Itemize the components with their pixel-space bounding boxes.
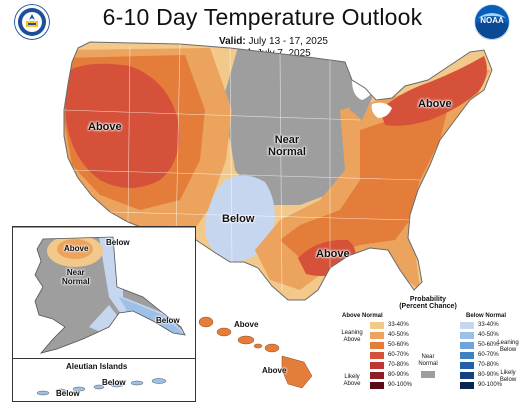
legend-above-bin-label: 60-70%: [388, 352, 409, 358]
page-title: 6-10 Day Temperature Outlook: [102, 4, 423, 30]
legend-above-swatch: [370, 332, 384, 339]
legend-below-bin-label: 50-60%: [478, 342, 499, 348]
issued-date: July 7, 2025: [256, 48, 311, 59]
legend-leaning-below-line2: Below: [499, 347, 517, 353]
label-hawaii-above-bottom: Above: [262, 366, 287, 375]
legend-likely-above: Likely Above: [338, 374, 366, 388]
legend-below-swatch: [460, 372, 474, 379]
legend-leaning-above: Leaning Above: [338, 330, 366, 344]
legend-above-bin-label: 50-60%: [388, 342, 409, 348]
legend-below-swatch: [460, 332, 474, 339]
legend-above-header: Above Normal: [342, 313, 383, 319]
label-alaska-near-normal: Near Normal: [62, 268, 90, 286]
aleutian-map: [36, 378, 167, 396]
legend-below-bin-label: 70-80%: [478, 362, 499, 368]
legend-below-bin-label: 90-100%: [478, 382, 503, 388]
label-alaska-near-line2: Normal: [62, 277, 90, 286]
label-west-above: Above: [88, 121, 122, 133]
aleutian-inset: [12, 358, 196, 402]
legend-above-swatch: [370, 362, 384, 369]
label-central-line2: Normal: [268, 146, 306, 158]
legend-near-normal-swatch: [421, 371, 435, 378]
alaska-inset: [12, 226, 196, 360]
legend-below-bin-label: 80-90%: [478, 372, 499, 378]
legend-near-line1: Near: [421, 354, 435, 360]
legend-below-bin-label: 60-70%: [478, 352, 499, 358]
label-central-line1: Near: [274, 134, 300, 146]
legend-above-bin-label: 33-40%: [388, 322, 409, 328]
legend-likely-above-line1: Likely: [344, 374, 360, 380]
legend-above-swatch: [370, 322, 384, 329]
commerce-seal-icon: [14, 4, 50, 40]
legend-above-bin-label: 80-90%: [388, 372, 409, 378]
legend-above-swatch: [370, 382, 384, 389]
legend-likely-below-line1: Likely: [500, 370, 516, 376]
legend-above-bin-label: 40-50%: [388, 332, 409, 338]
legend: Probability (Percent Chance) Above Norma…: [336, 296, 522, 404]
label-hawaii-above-top: Above: [234, 320, 259, 329]
legend-below-bin-label: 40-50%: [478, 332, 499, 338]
legend-title-line1: Probability: [409, 296, 447, 303]
legend-below-bin-label: 33-40%: [478, 322, 499, 328]
noaa-logo-icon: NOAA: [474, 4, 510, 40]
aleutian-title: Aleutian Islands: [66, 362, 128, 371]
alaska-map: [13, 226, 195, 354]
legend-title: Probability (Percent Chance): [388, 296, 468, 310]
legend-likely-below-line2: Below: [499, 377, 517, 383]
label-alaska-near-line1: Near: [66, 268, 85, 277]
legend-near-normal-label: Near Normal: [416, 354, 440, 368]
legend-above-bin-label: 90-100%: [388, 382, 413, 388]
label-aleutian-below-right: Below: [102, 378, 126, 387]
legend-near-line2: Normal: [418, 361, 438, 367]
legend-leaning-below-line1: Leaning: [497, 340, 519, 346]
legend-title-line2: (Percent Chance): [399, 303, 457, 310]
legend-likely-above-line2: Above: [343, 381, 361, 387]
valid-line: Valid: July 13 - 17, 2025: [219, 36, 328, 47]
valid-label: Valid:: [219, 36, 246, 47]
label-aleutian-below-left: Below: [56, 389, 80, 398]
legend-leaning-above-line2: Above: [343, 337, 361, 343]
label-gulf-above: Above: [316, 248, 350, 260]
valid-dates: July 13 - 17, 2025: [248, 36, 328, 47]
legend-above-swatch: [370, 372, 384, 379]
legend-likely-below: Likely Below: [494, 370, 522, 384]
hawaii-map: [198, 316, 313, 389]
legend-below-swatch: [460, 342, 474, 349]
legend-below-swatch: [460, 362, 474, 369]
legend-below-header: Below Normal: [466, 313, 507, 319]
label-southwest-below: Below: [222, 213, 255, 225]
label-central-near-normal: Near Normal: [268, 134, 306, 158]
legend-below-swatch: [460, 352, 474, 359]
legend-above-bin-label: 70-80%: [388, 362, 409, 368]
legend-below-swatch: [460, 322, 474, 329]
label-alaska-below-south: Below: [156, 316, 180, 325]
legend-leaning-above-line1: Leaning: [341, 330, 363, 336]
label-northeast-above: Above: [418, 98, 452, 110]
legend-leaning-below: Leaning Below: [494, 340, 522, 354]
legend-above-swatch: [370, 342, 384, 349]
label-alaska-above: Above: [64, 244, 89, 253]
label-alaska-below-top: Below: [106, 238, 130, 247]
legend-below-swatch: [460, 382, 474, 389]
legend-above-swatch: [370, 352, 384, 359]
noaa-text: NOAA: [480, 16, 504, 25]
